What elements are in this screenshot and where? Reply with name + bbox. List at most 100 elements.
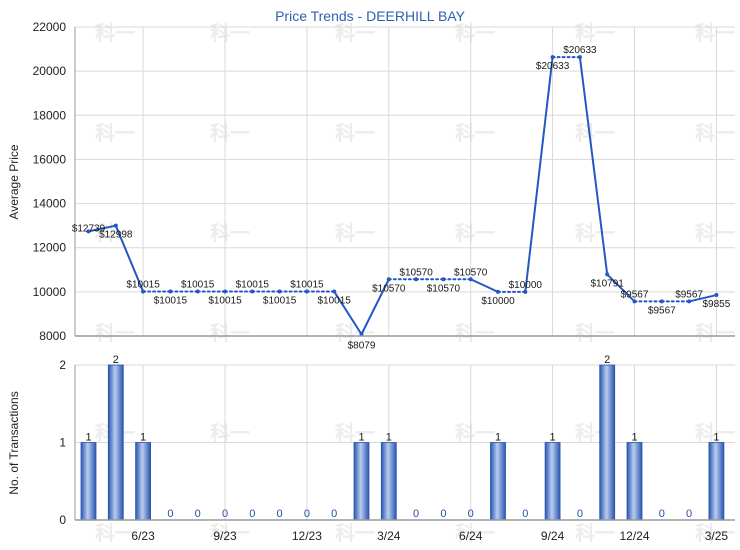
transaction-bar [107, 364, 124, 521]
price-data-label: $10000 [481, 296, 515, 307]
transaction-count-label: 0 [195, 508, 201, 520]
transaction-count-label: 0 [304, 508, 310, 520]
transaction-count-label: 0 [686, 508, 692, 520]
transaction-count-label: 0 [277, 508, 283, 520]
price-data-label: $10015 [126, 280, 160, 291]
watermark-text: 科一 [695, 521, 735, 545]
transaction-count-label: 0 [659, 508, 665, 520]
top-y-tick-labels: 8000 10000 12000 14000 16000 18000 20000 22000 [33, 20, 67, 343]
price-line-segment [333, 290, 363, 335]
price-point [277, 289, 282, 294]
top-y-tick-label: 18000 [33, 108, 67, 122]
bottom-x-tick-label: 12/23 [292, 529, 322, 543]
watermark-text: 科一 [95, 21, 135, 45]
watermark-text: 科一 [695, 121, 735, 145]
price-data-label: $10570 [399, 267, 433, 278]
price-point [414, 277, 419, 282]
transaction-count-label: 2 [113, 354, 119, 366]
watermark-text: 科一 [575, 221, 615, 245]
top-y-tick-label: 16000 [33, 152, 67, 166]
transaction-count-label: 1 [386, 432, 392, 444]
watermark-text: 科一 [335, 421, 375, 445]
bottom-x-tick-label: 6/23 [131, 529, 155, 543]
price-point [86, 229, 91, 234]
bottom-x-tick-label: 3/24 [377, 529, 401, 543]
transaction-count-label: 1 [358, 432, 364, 444]
transaction-count-label: 0 [413, 508, 419, 520]
transaction-bar [80, 442, 97, 521]
bottom-y-tick-labels: 0 1 2 [59, 358, 66, 527]
price-point [223, 289, 227, 294]
price-data-label: $10015 [154, 296, 188, 307]
bottom-x-tick-label: 6/24 [459, 529, 483, 543]
watermark-text: 科一 [335, 221, 375, 245]
transaction-count-labels: 1 2 1 0 0 0 0 0 0 0 1 1 0 0 0 1 0 1 0 2 1 0 0 1 [85, 354, 719, 520]
bottom-y-tick-label: 2 [59, 358, 66, 372]
price-point [386, 277, 391, 282]
chart-title: Price Trends - DEERHILL BAY [275, 8, 466, 24]
watermark-text: 科一 [95, 121, 135, 145]
bottom-x-tick-label: 9/23 [213, 529, 237, 543]
watermark-text: 科一 [210, 121, 250, 145]
price-point [168, 289, 173, 294]
price-point [523, 289, 528, 294]
price-point [304, 289, 309, 294]
price-data-label: $9855 [702, 299, 730, 310]
price-point [687, 299, 692, 304]
price-data-label: $20633 [536, 61, 570, 72]
price-data-label: $10791 [591, 278, 625, 289]
transaction-count-label: 0 [331, 508, 337, 520]
price-line-segment [88, 224, 117, 233]
top-y-axis-label: Average Price [7, 144, 21, 219]
transaction-count-label: 0 [167, 508, 173, 520]
transaction-count-label: 0 [468, 508, 474, 520]
price-data-label: $20633 [563, 45, 597, 56]
watermark-text: 科一 [210, 421, 250, 445]
price-data-label: $10570 [427, 283, 461, 294]
price-line-segment [360, 278, 390, 335]
transaction-count-label: 0 [577, 508, 583, 520]
top-y-tick-label: 14000 [33, 197, 67, 211]
price-data-label: $9567 [675, 289, 703, 300]
transaction-bar [353, 442, 370, 521]
price-data-label: $10015 [318, 296, 352, 307]
price-data-labels: $12739$12998 $10015 $10015 $10015 $10015 $100… [72, 45, 731, 351]
top-y-tick-label: 22000 [33, 20, 67, 34]
transaction-count-label: 1 [495, 432, 501, 444]
transaction-count-label: 1 [85, 432, 91, 444]
price-line-segment [578, 57, 609, 275]
price-point [468, 277, 473, 282]
price-point [141, 289, 146, 294]
price-point [250, 289, 255, 294]
price-line-segment [114, 225, 145, 292]
transaction-count-label: 0 [522, 508, 528, 520]
transaction-count-label: 0 [249, 508, 255, 520]
price-point [714, 293, 719, 298]
transaction-count-label: 1 [550, 432, 556, 444]
price-series [86, 55, 719, 337]
price-point [577, 55, 582, 60]
watermark-text: 科一 [455, 421, 495, 445]
transaction-count-label: 0 [222, 508, 228, 520]
price-line-segment [688, 294, 717, 303]
price-point [113, 223, 118, 228]
price-data-label: $10015 [208, 296, 242, 307]
transaction-count-label: 1 [631, 432, 637, 444]
price-point [550, 55, 555, 60]
price-point [332, 289, 337, 294]
watermark-text: 科一 [210, 521, 250, 545]
price-line-segment [524, 57, 554, 292]
watermark-text: 科一 [335, 521, 375, 545]
transaction-bar [544, 442, 561, 521]
watermark-text: 科一 [695, 221, 735, 245]
watermark-text: 科一 [335, 21, 375, 45]
transaction-count-label: 2 [604, 354, 610, 366]
watermark-text: 科一 [455, 321, 495, 345]
price-data-label: $10015 [236, 280, 270, 291]
price-data-label: $8079 [348, 340, 376, 351]
bottom-x-tick-label: 9/24 [541, 529, 565, 543]
price-data-label: $9567 [648, 305, 676, 316]
transaction-bar [626, 442, 643, 521]
